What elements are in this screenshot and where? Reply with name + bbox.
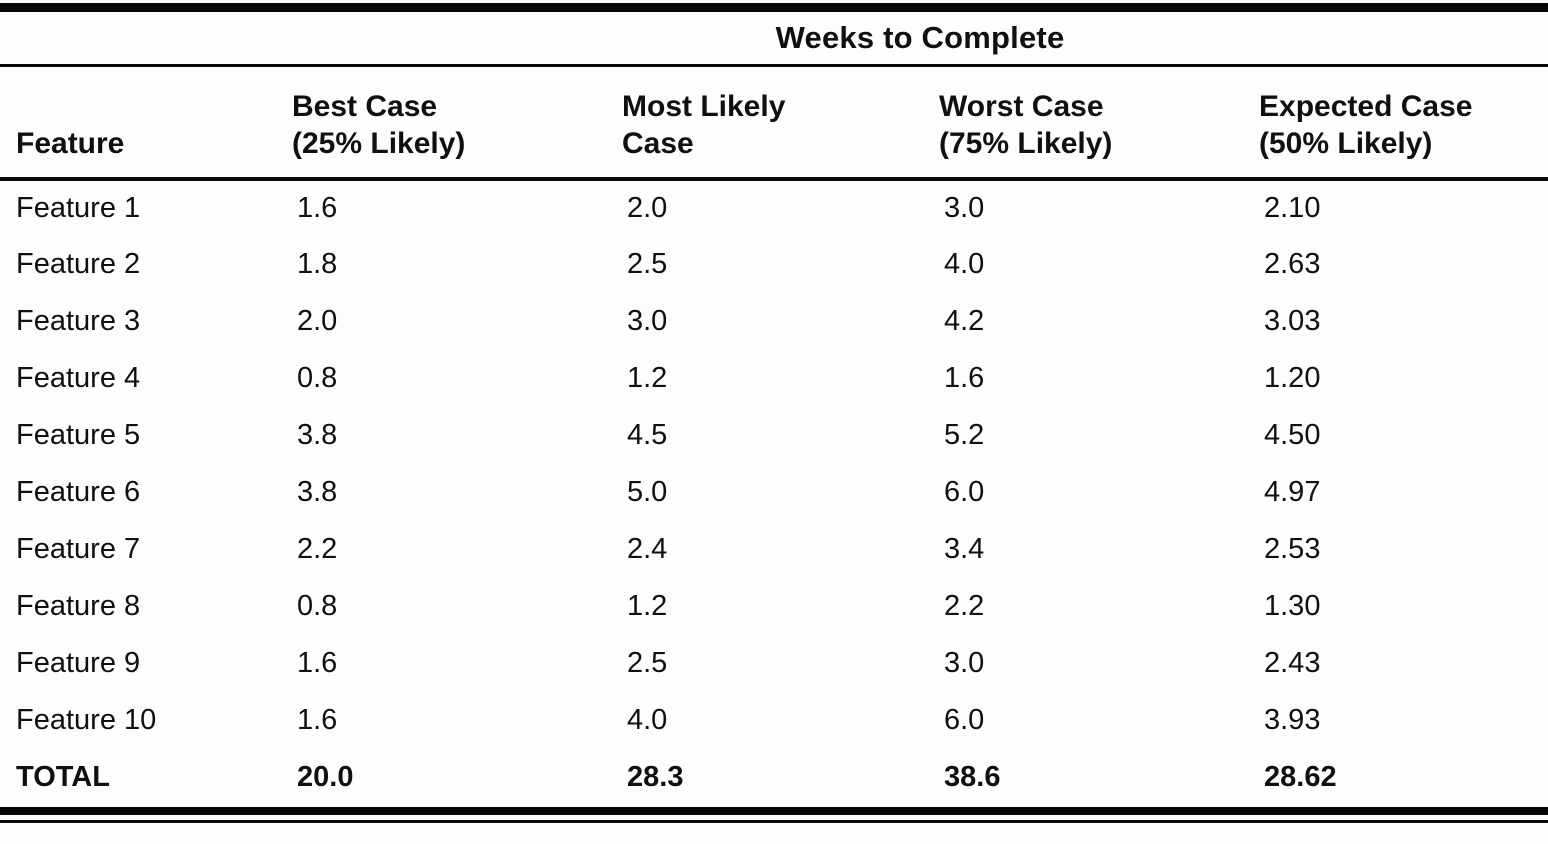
worst-case-value: 3.4 bbox=[944, 532, 985, 565]
best-case-value: 1.6 bbox=[297, 703, 338, 736]
worst-case-value: 3.0 bbox=[944, 646, 985, 679]
expected-case-value: 2.53 bbox=[1264, 532, 1321, 565]
table-row: Feature 2 1.8 2.5 4.0 2.63 bbox=[0, 236, 1548, 293]
feature-label: Feature 5 bbox=[16, 418, 141, 451]
expected-case-value: 2.10 bbox=[1264, 191, 1321, 224]
worst-case-value: 2.2 bbox=[944, 589, 985, 622]
table-total-row: TOTAL 20.0 28.3 38.6 28.62 bbox=[0, 748, 1548, 815]
worst-case-value: 3.0 bbox=[944, 191, 985, 224]
feature-label: Feature 1 bbox=[16, 191, 141, 224]
expected-case-value: 2.43 bbox=[1264, 646, 1321, 679]
best-case-value: 2.2 bbox=[297, 532, 338, 565]
total-worst-case-value: 38.6 bbox=[939, 748, 1259, 815]
expected-case-value: 3.03 bbox=[1264, 304, 1321, 337]
expected-case-value: 4.97 bbox=[1264, 475, 1321, 508]
column-header-most-likely-case: Most Likely Case bbox=[622, 65, 939, 181]
table-row: Feature 9 1.6 2.5 3.0 2.43 bbox=[0, 635, 1548, 692]
table-row: Feature 8 0.8 1.2 2.2 1.30 bbox=[0, 578, 1548, 635]
worst-case-value: 6.0 bbox=[944, 475, 985, 508]
most-likely-value: 2.4 bbox=[627, 532, 668, 565]
worst-case-value: 4.0 bbox=[944, 247, 985, 280]
most-likely-value: 1.2 bbox=[627, 361, 668, 394]
table-title: Weeks to Complete bbox=[0, 7, 1548, 67]
best-case-value: 1.6 bbox=[297, 646, 338, 679]
expected-case-value: 1.30 bbox=[1264, 589, 1321, 622]
table-row: Feature 1 1.6 2.0 3.0 2.10 bbox=[0, 179, 1548, 236]
bottom-rule bbox=[0, 819, 1548, 823]
expected-case-value: 4.50 bbox=[1264, 418, 1321, 451]
total-most-likely-value: 28.3 bbox=[622, 748, 939, 815]
worst-case-value: 4.2 bbox=[944, 304, 985, 337]
table-row: Feature 10 1.6 4.0 6.0 3.93 bbox=[0, 692, 1548, 749]
table-row: Feature 7 2.2 2.4 3.4 2.53 bbox=[0, 521, 1548, 578]
best-case-value: 3.8 bbox=[297, 475, 338, 508]
best-case-value: 3.8 bbox=[297, 418, 338, 451]
table-title-row: Weeks to Complete bbox=[0, 7, 1548, 67]
most-likely-value: 2.5 bbox=[627, 646, 668, 679]
column-header-expected-case: Expected Case (50% Likely) bbox=[1259, 65, 1548, 181]
best-case-value: 0.8 bbox=[297, 361, 338, 394]
feature-label: Feature 2 bbox=[16, 247, 141, 280]
feature-label: Feature 9 bbox=[16, 646, 141, 679]
feature-label: Feature 7 bbox=[16, 532, 141, 565]
worst-case-value: 1.6 bbox=[944, 361, 985, 394]
worst-case-value: 6.0 bbox=[944, 703, 985, 736]
expected-case-value: 1.20 bbox=[1264, 361, 1321, 394]
table-row: Feature 6 3.8 5.0 6.0 4.97 bbox=[0, 464, 1548, 521]
expected-case-value: 2.63 bbox=[1264, 247, 1321, 280]
most-likely-value: 4.0 bbox=[627, 703, 668, 736]
total-expected-case-value: 28.62 bbox=[1259, 748, 1548, 815]
most-likely-value: 3.0 bbox=[627, 304, 668, 337]
worst-case-value: 5.2 bbox=[944, 418, 985, 451]
feature-label: Feature 4 bbox=[16, 361, 141, 394]
column-header-feature: Feature bbox=[0, 65, 292, 181]
table-row: Feature 5 3.8 4.5 5.2 4.50 bbox=[0, 407, 1548, 464]
feature-label: Feature 10 bbox=[16, 703, 157, 736]
table-row: Feature 4 0.8 1.2 1.6 1.20 bbox=[0, 350, 1548, 407]
column-header-best-case: Best Case (25% Likely) bbox=[292, 65, 622, 181]
feature-label: Feature 3 bbox=[16, 304, 141, 337]
most-likely-value: 4.5 bbox=[627, 418, 668, 451]
best-case-value: 0.8 bbox=[297, 589, 338, 622]
best-case-value: 2.0 bbox=[297, 304, 338, 337]
most-likely-value: 2.0 bbox=[627, 191, 668, 224]
feature-label: Feature 8 bbox=[16, 589, 141, 622]
table-row: Feature 3 2.0 3.0 4.2 3.03 bbox=[0, 293, 1548, 350]
most-likely-value: 1.2 bbox=[627, 589, 668, 622]
best-case-value: 1.8 bbox=[297, 247, 338, 280]
expected-case-value: 3.93 bbox=[1264, 703, 1321, 736]
most-likely-value: 2.5 bbox=[627, 247, 668, 280]
total-label: TOTAL bbox=[0, 748, 292, 815]
most-likely-value: 5.0 bbox=[627, 475, 668, 508]
total-best-case-value: 20.0 bbox=[292, 748, 622, 815]
weeks-to-complete-table: Weeks to Complete Feature Best Case (25%… bbox=[0, 3, 1548, 815]
feature-label: Feature 6 bbox=[16, 475, 141, 508]
column-header-worst-case: Worst Case (75% Likely) bbox=[939, 65, 1259, 181]
table-header-row: Feature Best Case (25% Likely) Most Like… bbox=[0, 65, 1548, 181]
best-case-value: 1.6 bbox=[297, 191, 338, 224]
